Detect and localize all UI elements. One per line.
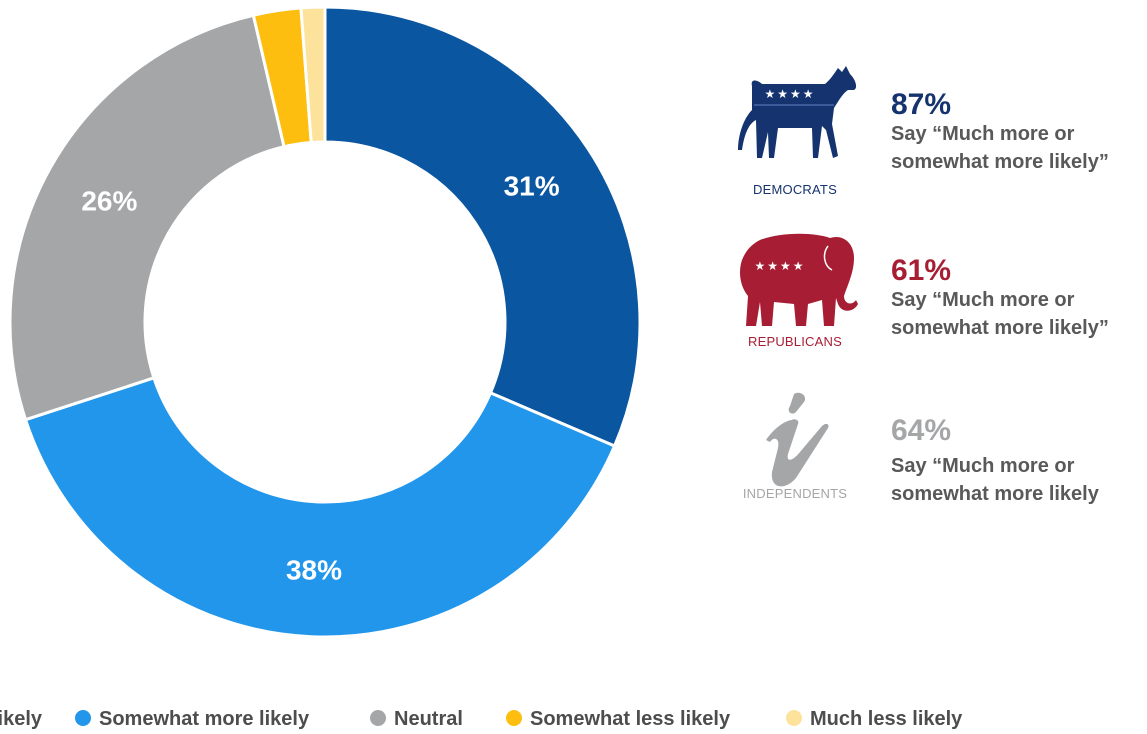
democrats-panel: ★★★★ DEMOCRATS 87% Say “Much more or som…	[720, 64, 1140, 214]
legend-item: likely	[0, 704, 42, 734]
legend-label: Somewhat less likely	[530, 708, 731, 730]
svg-text:★★★★: ★★★★	[754, 259, 805, 273]
legend-item: Somewhat more likely	[75, 704, 309, 734]
legend-label: likely	[0, 708, 43, 730]
donut-slice-somewhat-more-likely	[23, 375, 617, 639]
percent-value: 61%	[891, 254, 952, 287]
data-label: 38%	[286, 554, 342, 585]
say-text: Say “Much more or somewhat more likely	[891, 455, 1099, 505]
legend-item: Neutral	[370, 704, 463, 734]
elephant-icon: ★★★★	[740, 233, 858, 326]
party-label: INDEPENDENTS	[742, 486, 848, 501]
percent-value: 87%	[891, 88, 952, 121]
legend-swatch	[370, 710, 386, 726]
donkey-icon: ★★★★	[738, 66, 857, 158]
legend-label: Much less likely	[810, 708, 963, 730]
legend-swatch	[75, 710, 91, 726]
svg-text:★★★★: ★★★★	[764, 87, 815, 101]
say-text: Say “Much more or somewhat more likely”	[891, 123, 1109, 173]
legend-label: Somewhat more likely	[99, 708, 310, 730]
data-label: 26%	[81, 186, 137, 217]
legend-label: Neutral	[394, 708, 463, 730]
donut-slice-much-more-likely	[323, 5, 642, 448]
party-label: REPUBLICANS	[748, 334, 842, 349]
data-label: 31%	[504, 171, 560, 202]
say-text: Say “Much more or somewhat more likely”	[891, 289, 1109, 339]
chart-legend: likely Somewhat more likely Neutral Some…	[0, 704, 1147, 734]
independents-panel: INDEPENDENTS 64% Say “Much more or somew…	[720, 392, 1140, 542]
legend-item: Much less likely	[786, 704, 962, 734]
independent-i-icon	[766, 392, 829, 487]
party-label: DEMOCRATS	[753, 182, 837, 197]
legend-item: Somewhat less likely	[506, 704, 730, 734]
legend-swatch	[786, 710, 802, 726]
donut-chart: 31% 38% 26%	[8, 5, 642, 639]
percent-value: 64%	[891, 414, 952, 447]
donut-slice-much-less-likely	[299, 5, 327, 145]
donut-slice-neutral	[8, 13, 286, 422]
legend-swatch	[506, 710, 522, 726]
republicans-panel: ★★★★ REPUBLICANS 61% Say “Much more or s…	[720, 232, 1140, 382]
